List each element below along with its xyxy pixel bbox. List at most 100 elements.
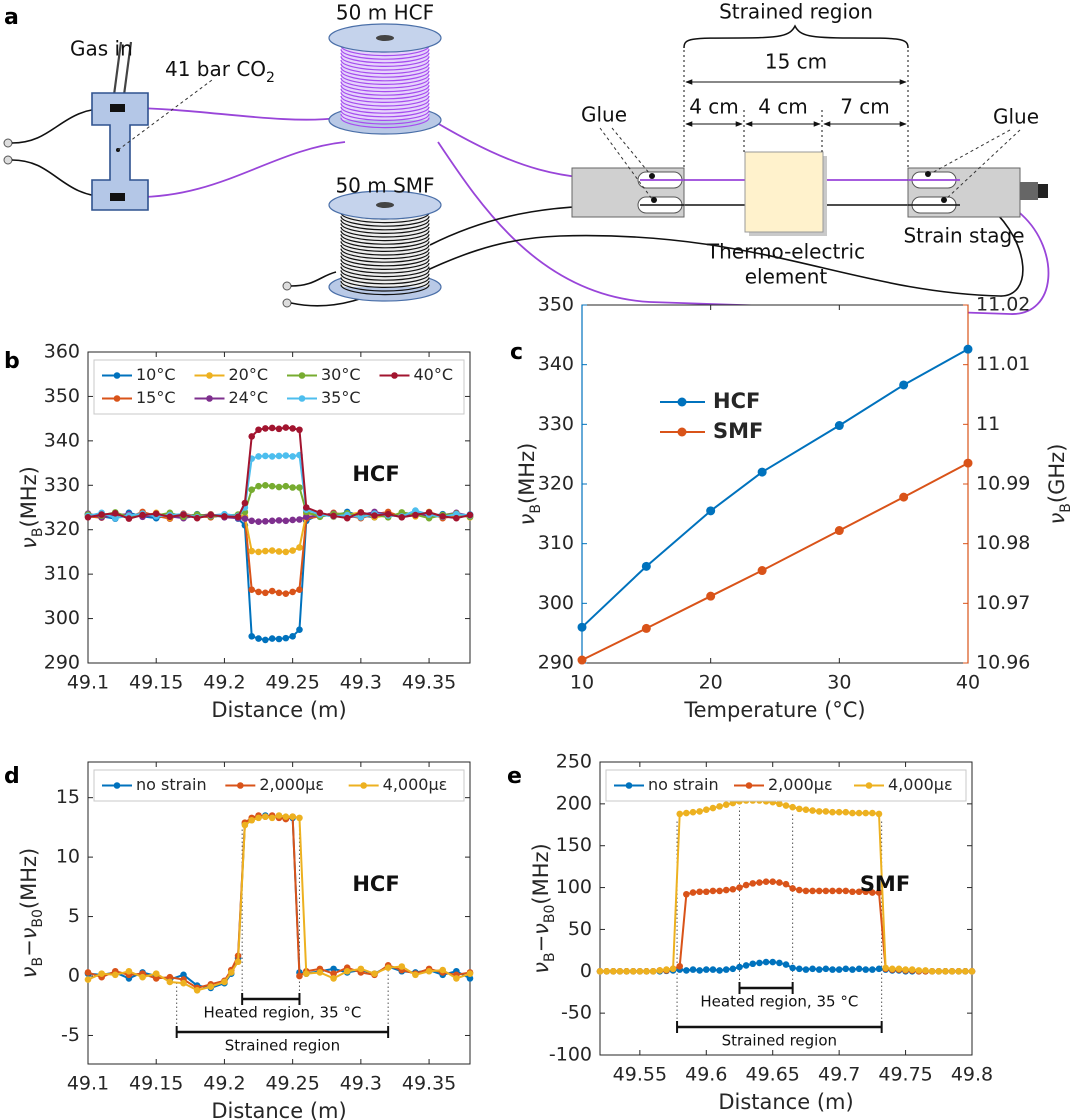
data-point <box>577 622 587 632</box>
legend-label: 24°C <box>229 388 269 407</box>
data-point <box>935 967 943 975</box>
legend-swatch <box>206 372 213 379</box>
spool-winding <box>340 99 430 111</box>
data-point <box>706 506 716 516</box>
data-point <box>716 887 723 895</box>
data-point <box>330 970 337 977</box>
data-point <box>152 975 160 982</box>
data-point <box>125 515 133 522</box>
data-point <box>928 967 936 975</box>
data-point <box>289 516 296 524</box>
data-point <box>439 966 447 974</box>
legend-swatch <box>391 372 398 379</box>
legend-label: 15°C <box>136 388 176 407</box>
legend-label: 20°C <box>229 365 269 384</box>
spool-hole <box>376 202 394 208</box>
data-point <box>842 887 850 895</box>
terminal <box>282 281 292 291</box>
panel-label: a <box>4 5 19 30</box>
data-point <box>955 967 963 975</box>
data-point <box>282 813 290 820</box>
glue-dot <box>941 197 947 203</box>
data-point <box>641 561 651 571</box>
plot-area <box>599 761 973 1056</box>
data-point <box>702 966 710 973</box>
data-point <box>289 588 296 596</box>
spool-winding <box>340 113 430 125</box>
data-point <box>316 509 324 517</box>
data-point <box>453 975 460 982</box>
data-point <box>822 808 830 815</box>
data-point <box>922 967 929 974</box>
data-point <box>629 967 637 975</box>
spool-winding <box>340 52 430 64</box>
data-point <box>749 960 757 968</box>
data-point <box>842 965 850 973</box>
glue-dot <box>925 171 931 177</box>
data-point <box>268 424 276 432</box>
data-point <box>84 976 92 983</box>
glue-label: Glue <box>581 103 627 127</box>
data-point <box>596 967 604 975</box>
length-label: 4 cm <box>689 95 739 119</box>
legend-swatch <box>677 397 687 407</box>
data-point <box>776 879 783 886</box>
data-point <box>855 888 863 896</box>
legend-label: no strain <box>648 775 719 794</box>
y-tick-label: 330 <box>538 413 574 435</box>
data-point <box>357 965 365 973</box>
data-point <box>809 887 816 895</box>
y2-tick-label: 10.96 <box>976 652 1030 674</box>
panel-label: e <box>507 764 522 789</box>
axis-label-part: −ν <box>529 923 553 953</box>
data-point <box>757 566 767 576</box>
y-tick-label: 360 <box>44 341 80 363</box>
data-point <box>248 517 256 525</box>
leader-line <box>117 79 213 151</box>
data-point <box>255 426 262 434</box>
data-point <box>795 965 803 973</box>
spool-winding <box>340 45 430 57</box>
glue-dot <box>649 173 655 179</box>
legend-label: 40°C <box>414 365 454 384</box>
spool-winding <box>340 88 430 100</box>
data-point <box>330 975 337 982</box>
x-tick-label: 49.15 <box>129 672 183 694</box>
data-point <box>275 517 283 524</box>
data-point <box>262 481 269 489</box>
spool-winding <box>340 244 430 256</box>
data-point <box>98 511 105 518</box>
data-point <box>875 965 883 973</box>
y2-tick-label: 10.98 <box>976 532 1030 554</box>
axis-label-part: ν <box>515 513 539 525</box>
terminal <box>3 138 13 148</box>
spool-winding <box>340 259 430 270</box>
cell-window <box>110 104 125 112</box>
x-tick-label: 49.25 <box>265 1073 319 1095</box>
data-point <box>268 587 276 595</box>
x-tick-label: 49.75 <box>878 1064 932 1086</box>
data-point <box>915 967 923 974</box>
data-point <box>166 978 174 986</box>
data-point <box>316 969 324 976</box>
data-point <box>663 966 670 973</box>
y-tick-label: 330 <box>44 474 80 496</box>
spool-winding <box>340 95 430 107</box>
data-point <box>275 812 283 819</box>
data-point <box>895 965 903 973</box>
data-point <box>769 958 777 966</box>
y2-tick-label: 10.97 <box>976 592 1030 614</box>
data-point <box>275 589 283 597</box>
y2-tick-label: 11.02 <box>976 294 1030 316</box>
data-point <box>696 808 703 815</box>
data-point <box>716 803 723 810</box>
data-point <box>255 482 262 490</box>
pressure-subscript: 2 <box>266 70 275 86</box>
data-point <box>802 966 810 973</box>
spool-winding <box>340 234 430 245</box>
element-label: element <box>745 265 828 289</box>
data-point <box>289 425 296 432</box>
spool-winding <box>340 103 430 114</box>
spool-winding <box>340 110 430 121</box>
axis-label-part: (GHz) <box>1045 444 1069 503</box>
